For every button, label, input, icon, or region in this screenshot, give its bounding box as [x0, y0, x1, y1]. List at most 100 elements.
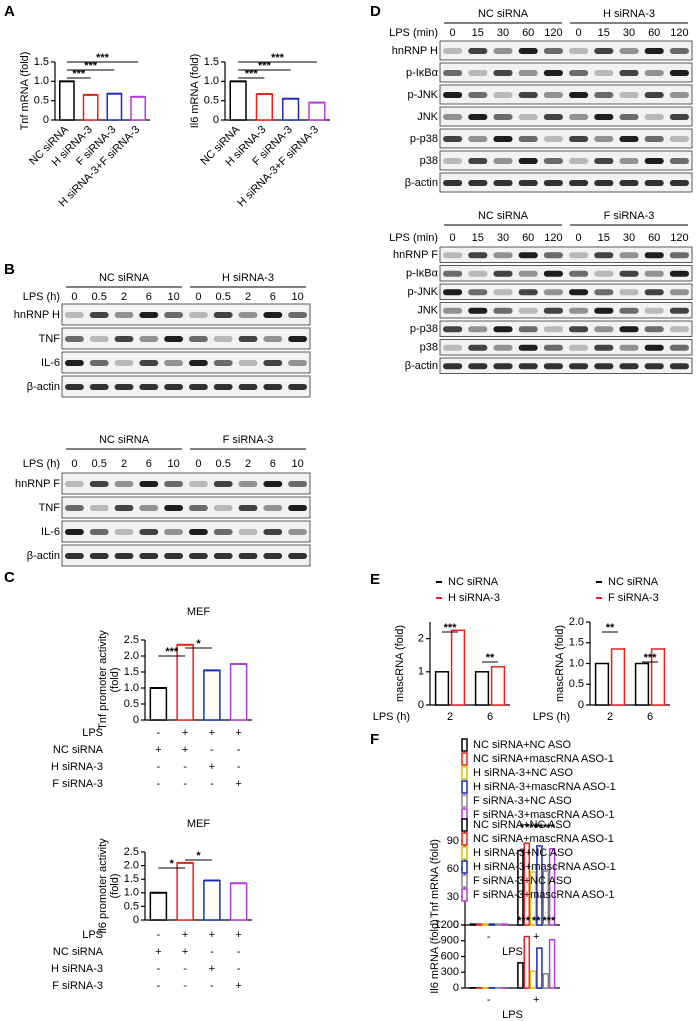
band — [468, 252, 488, 259]
time-label: 2 — [245, 291, 251, 303]
y-tick-label: 600 — [441, 950, 459, 962]
legend-label: NC siRNA+mascRNA ASO-1 — [473, 753, 614, 765]
band — [493, 307, 513, 314]
blot-strip — [439, 302, 693, 319]
band — [543, 252, 563, 259]
condition-sign: + — [209, 963, 215, 975]
band — [288, 481, 308, 487]
row-label: p-IκBα — [406, 268, 439, 280]
band — [594, 363, 614, 370]
row-label: β-actin — [27, 550, 60, 562]
bar — [203, 669, 221, 721]
band — [493, 252, 513, 259]
band — [644, 270, 664, 277]
band — [288, 360, 308, 366]
band — [64, 553, 84, 559]
time-label: 6 — [270, 291, 276, 303]
time-label: 60 — [522, 27, 534, 39]
band — [188, 384, 208, 390]
band — [669, 289, 689, 296]
blot-strip — [439, 246, 693, 263]
bar — [650, 648, 666, 706]
band — [114, 336, 134, 342]
legend-swatch — [461, 818, 468, 832]
y-tick-label: 1.0 — [34, 75, 49, 87]
band — [64, 529, 84, 535]
y-tick-label: 300 — [441, 966, 459, 978]
blot-strip — [439, 84, 693, 105]
y-tick-label: 0 — [43, 114, 49, 126]
bar — [475, 923, 483, 926]
band — [139, 384, 159, 390]
condition-sign: - — [183, 980, 187, 992]
band — [518, 270, 538, 277]
y-tick-label: 1.5 — [34, 56, 49, 68]
bar — [434, 671, 450, 706]
significance-label: *** — [245, 68, 259, 80]
band — [569, 114, 589, 120]
row-label: p-IκBα — [406, 67, 439, 79]
legend-swatch — [461, 766, 468, 780]
time-label: 0 — [195, 458, 201, 470]
band — [569, 363, 589, 370]
band — [114, 360, 134, 366]
y-axis-label: Tnf mRNA (fold) — [429, 839, 441, 918]
y-tick-label: 0 — [453, 982, 459, 994]
band — [263, 505, 283, 511]
significance-label: *** — [96, 52, 110, 64]
significance-label: * — [170, 858, 175, 870]
band — [238, 505, 258, 511]
band — [64, 360, 84, 366]
panel-label: E — [370, 571, 380, 588]
condition-sign: - — [210, 778, 214, 790]
legend-label: F siRNA-3+NC ASO — [473, 875, 572, 887]
y-tick-label: 1200 — [435, 919, 459, 931]
significance-label: *** — [444, 622, 458, 634]
row-label: β-actin — [27, 381, 60, 393]
row-label: TNF — [39, 502, 61, 514]
band — [443, 136, 463, 142]
band — [263, 481, 283, 487]
time-label: 10 — [167, 291, 179, 303]
band — [443, 307, 463, 314]
group-label: F siRNA-3 — [604, 210, 655, 222]
band — [669, 326, 689, 333]
band — [518, 114, 538, 120]
blot-strip — [61, 327, 311, 350]
time-label: 0 — [450, 232, 456, 244]
band — [619, 48, 639, 54]
significance-label: * — [520, 822, 525, 834]
band — [669, 158, 689, 164]
time-label: 30 — [497, 27, 509, 39]
band — [468, 48, 488, 54]
band — [443, 92, 463, 98]
band — [619, 70, 639, 76]
band — [644, 70, 664, 76]
condition-sign: - — [210, 946, 214, 958]
y-axis-label: mascRNA (fold) — [554, 625, 566, 702]
band — [569, 48, 589, 54]
condition-sign: - — [183, 963, 187, 975]
band — [188, 312, 208, 318]
band — [619, 307, 639, 314]
band — [493, 114, 513, 120]
condition-sign: + — [155, 744, 161, 756]
significance-label: *** — [542, 915, 556, 927]
y-axis-label: Il6 promoter activity — [97, 838, 109, 934]
band — [644, 307, 664, 314]
band — [543, 48, 563, 54]
band — [594, 307, 614, 314]
time-label: 15 — [472, 232, 484, 244]
blot-strip — [439, 62, 693, 83]
band — [518, 252, 538, 259]
band — [669, 48, 689, 54]
y-tick-label: 0.5 — [34, 95, 49, 107]
condition-sign: - — [157, 778, 161, 790]
row-label: IL-6 — [41, 357, 60, 369]
blot-strip — [439, 40, 693, 61]
bar — [523, 935, 531, 989]
band — [139, 312, 159, 318]
y-axis-label: Tnf mRNA (fold) — [19, 52, 31, 131]
y-tick-label: 1.0 — [569, 657, 584, 669]
significance-label: *** — [165, 646, 179, 658]
